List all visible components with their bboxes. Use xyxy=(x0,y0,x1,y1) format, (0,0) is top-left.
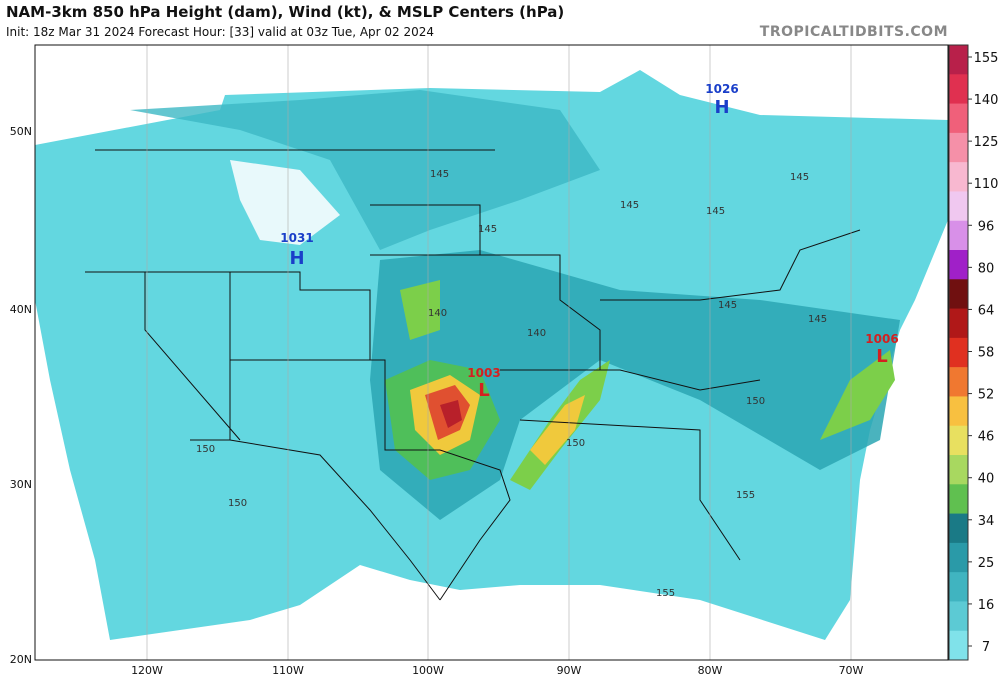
colorbar-frame xyxy=(948,44,969,661)
colorbar-band xyxy=(949,572,968,602)
center-value: 1026 xyxy=(705,82,738,96)
colorbar-band xyxy=(949,74,968,105)
lon-label: 120W xyxy=(131,664,163,677)
colorbar-label: 64 xyxy=(978,303,995,318)
contour-label: 145 xyxy=(706,206,725,217)
colorbar-label: 125 xyxy=(974,135,999,150)
colorbar-label: 80 xyxy=(978,261,995,276)
colorbar-band xyxy=(949,542,968,573)
contour-label: 140 xyxy=(527,328,546,339)
colorbar-band xyxy=(949,630,968,661)
contour-label: 145 xyxy=(790,172,809,183)
colorbar-label: 110 xyxy=(974,177,999,192)
colorbar-label: 16 xyxy=(978,598,995,613)
colorbar-band xyxy=(949,484,968,515)
colorbar-band xyxy=(949,337,968,368)
center-value: 1031 xyxy=(280,231,313,245)
contour-label: 155 xyxy=(736,490,755,501)
brand: TROPICALTIDBITS.COM xyxy=(759,24,948,40)
contour-label: 150 xyxy=(196,444,215,455)
colorbar-label: 34 xyxy=(978,514,995,529)
lat-label: 50N xyxy=(10,125,32,138)
lon-label: 110W xyxy=(272,664,304,677)
subtitle: Init: 18z Mar 31 2024 Forecast Hour: [33… xyxy=(6,25,435,39)
contour-label: 150 xyxy=(746,396,765,407)
center-letter: H xyxy=(714,97,729,118)
colorbar-label: 155 xyxy=(974,51,999,66)
colorbar-label: 52 xyxy=(978,388,995,403)
lat-label: 20N xyxy=(10,653,32,666)
contour-label: 150 xyxy=(228,498,247,509)
contour-label: 155 xyxy=(656,588,675,599)
colorbar: 155 140 125 110 96 80 64 58 52 46 40 34 25 16 7 xyxy=(948,44,999,661)
colorbar-band xyxy=(949,220,968,251)
colorbar-label: 40 xyxy=(978,472,995,487)
contour-label: 150 xyxy=(566,438,585,449)
lat-label: 30N xyxy=(10,478,32,491)
colorbar-label: 58 xyxy=(978,346,995,361)
contour-label: 145 xyxy=(478,224,497,235)
lon-label: 90W xyxy=(557,664,582,677)
lat-label: 40N xyxy=(10,303,32,316)
colorbar-label: 7 xyxy=(982,640,990,655)
lon-label: 100W xyxy=(412,664,444,677)
colorbar-label: 25 xyxy=(978,556,995,571)
colorbar-label: 140 xyxy=(974,93,999,108)
title: NAM-3km 850 hPa Height (dam), Wind (kt),… xyxy=(6,3,565,21)
colorbar-band xyxy=(949,279,968,310)
contour-label: 145 xyxy=(620,200,639,211)
map-field xyxy=(35,45,948,660)
colorbar-band xyxy=(949,455,968,485)
colorbar-band xyxy=(949,132,968,163)
boundaries xyxy=(85,149,861,601)
center-letter: H xyxy=(289,248,304,269)
colorbar-band xyxy=(949,103,968,134)
colorbar-band xyxy=(949,162,968,192)
colorbar-band xyxy=(949,513,968,544)
colorbar-band xyxy=(949,45,968,75)
colorbar-band xyxy=(949,601,968,632)
colorbar-band xyxy=(949,425,968,456)
colorbar-band xyxy=(949,250,968,280)
lon-label: 70W xyxy=(839,664,864,677)
colorbar-band xyxy=(949,396,968,427)
colorbar-label: 46 xyxy=(978,430,995,445)
map-frame xyxy=(34,44,949,661)
center-value: 1006 xyxy=(865,332,898,346)
contour-label: 145 xyxy=(808,314,827,325)
graticule xyxy=(146,45,852,660)
center-letter: L xyxy=(876,346,887,367)
colorbar-band xyxy=(949,308,968,339)
contour-label: 145 xyxy=(718,300,737,311)
center-letter: L xyxy=(478,380,489,401)
colorbar-band xyxy=(949,191,968,222)
colorbar-band xyxy=(949,367,968,397)
contour-label: 140 xyxy=(428,308,447,319)
center-value: 1003 xyxy=(467,366,500,380)
colorbar-label: 96 xyxy=(978,219,995,234)
contour-label: 145 xyxy=(430,169,449,180)
lon-label: 80W xyxy=(698,664,723,677)
